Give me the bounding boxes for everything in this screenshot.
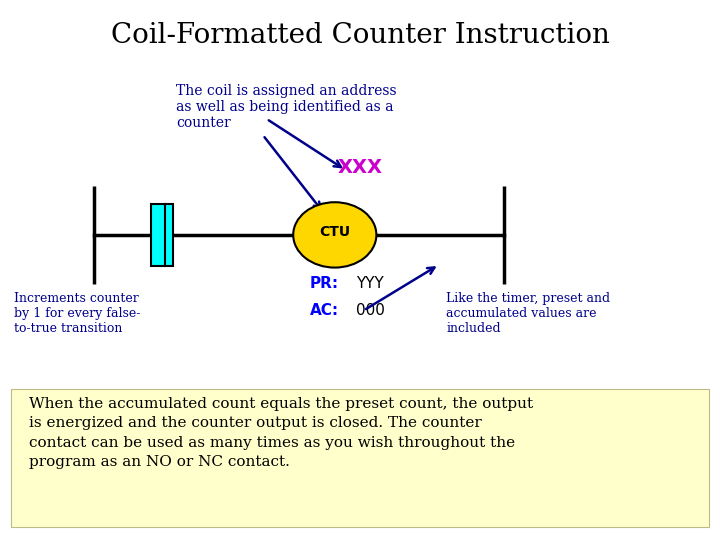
Text: AC:: AC: <box>310 303 338 318</box>
Text: The coil is assigned an address
as well as being identified as a
counter: The coil is assigned an address as well … <box>176 84 397 130</box>
Text: 000: 000 <box>356 303 385 318</box>
Ellipse shape <box>293 202 377 268</box>
Bar <box>11 389 709 526</box>
Text: When the accumulated count equals the preset count, the output
is energized and : When the accumulated count equals the pr… <box>29 397 533 469</box>
Text: YYY: YYY <box>356 276 384 291</box>
Text: Increments counter
by 1 for every false-
to-true transition: Increments counter by 1 for every false-… <box>14 292 141 335</box>
Text: PR:: PR: <box>310 276 338 291</box>
Text: CTU: CTU <box>319 225 351 239</box>
Text: Like the timer, preset and
accumulated values are
included: Like the timer, preset and accumulated v… <box>446 292 611 335</box>
Text: Coil-Formatted Counter Instruction: Coil-Formatted Counter Instruction <box>111 22 609 49</box>
Bar <box>151 204 173 266</box>
Text: XXX: XXX <box>338 158 382 177</box>
